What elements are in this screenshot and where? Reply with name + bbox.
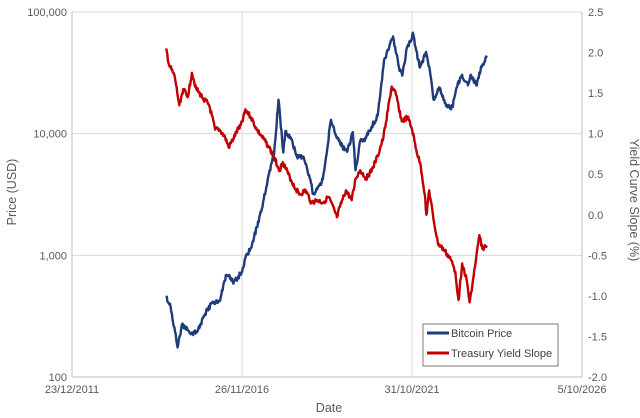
right-tick-label: 2.5 [588,7,603,19]
left-axis-ticks: 100 1,000 10,000 100,000 [27,7,67,384]
gridlines [72,11,583,377]
right-tick-label: 1.0 [588,129,603,141]
legend-label-treasury: Treasury Yield Slope [451,348,552,360]
legend-box [422,323,559,367]
axes [71,12,583,378]
right-tick-label: -1.0 [588,291,607,303]
right-axis-ticks: 2.5 2.0 1.5 1.0 0.5 0.0 -0.5 -1.0 -1.5 -2.0 [588,7,607,384]
x-tick-label: 26/11/2016 [215,384,269,396]
legend: Bitcoin Price Treasury Yield Slope [422,323,559,367]
right-tick-label: -2.0 [588,372,607,384]
right-tick-label: 1.5 [588,88,603,100]
right-axis-title: Yield Curve Slope (%) [627,139,640,262]
right-tick-label: 0.0 [588,210,603,222]
left-tick-label: 1,000 [39,250,67,262]
x-axis-title: Date [316,401,342,415]
x-tick-label: 5/10/2026 [558,384,607,396]
right-tick-label: 0.5 [588,169,603,181]
x-tick-label: 23/12/2011 [45,384,99,396]
left-tick-label: 10,000 [33,129,67,141]
left-tick-label: 100,000 [27,7,67,19]
left-axis-title: Price (USD) [5,159,19,226]
right-tick-label: -0.5 [588,250,607,262]
right-tick-label: -1.5 [588,331,607,343]
right-tick-label: 2.0 [588,48,603,60]
x-tick-label: 31/10/2021 [384,384,439,396]
series-lines [165,31,488,349]
legend-label-bitcoin: Bitcoin Price [451,328,512,340]
left-tick-label: 100 [49,372,67,384]
x-axis-ticks: 23/12/2011 26/11/2016 31/10/2021 5/10/2026 [45,384,607,396]
series-line-treasury-yield-slope [165,48,488,304]
series-line-bitcoin-price [165,31,488,349]
